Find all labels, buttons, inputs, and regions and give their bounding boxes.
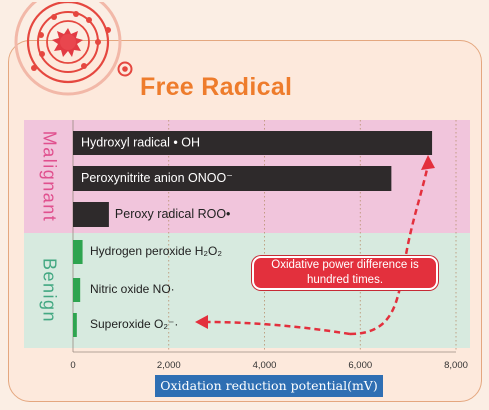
bar-0-1 [73, 166, 392, 191]
bar-label: Peroxynitrite anion ONOO⁻ [81, 171, 233, 185]
x-tick-label: 6,000 [348, 360, 372, 371]
bar-0-2 [73, 202, 109, 227]
x-tick-label: 2,000 [157, 360, 181, 371]
x-tick-label: 8,000 [444, 360, 468, 371]
arrow-left-line [204, 320, 351, 336]
bar-label: Hydroxyl radical • OH [81, 135, 200, 149]
annotation-callout: Oxidative power difference is hundred ti… [252, 256, 438, 290]
bar-1-1 [73, 278, 81, 302]
chart-title: Free Radical [140, 73, 293, 101]
bar-1-0 [73, 240, 83, 264]
bar-1-2 [73, 313, 77, 337]
arrow-left-head [195, 315, 208, 329]
arrow-up-head [421, 155, 435, 170]
bar-label: Superoxide O₂⁻· [90, 317, 178, 331]
group-band-benign [24, 233, 470, 348]
bar-label: Peroxy radical ROO• [115, 207, 231, 221]
x-tick-label: 4,000 [253, 360, 277, 371]
group-label-benign: Benign [39, 258, 59, 323]
x-axis-label: Oxidation reduction potential(mV) [155, 375, 383, 397]
free-radical-atom-icon [14, 2, 133, 96]
x-tick-label: 0 [70, 360, 75, 371]
bar-0-0 [73, 131, 433, 155]
bar-label: Nitric oxide NO· [90, 282, 175, 296]
bar-label: Hydrogen peroxide H₂O₂ [90, 244, 222, 258]
group-label-malignant: Malignant [39, 131, 59, 223]
